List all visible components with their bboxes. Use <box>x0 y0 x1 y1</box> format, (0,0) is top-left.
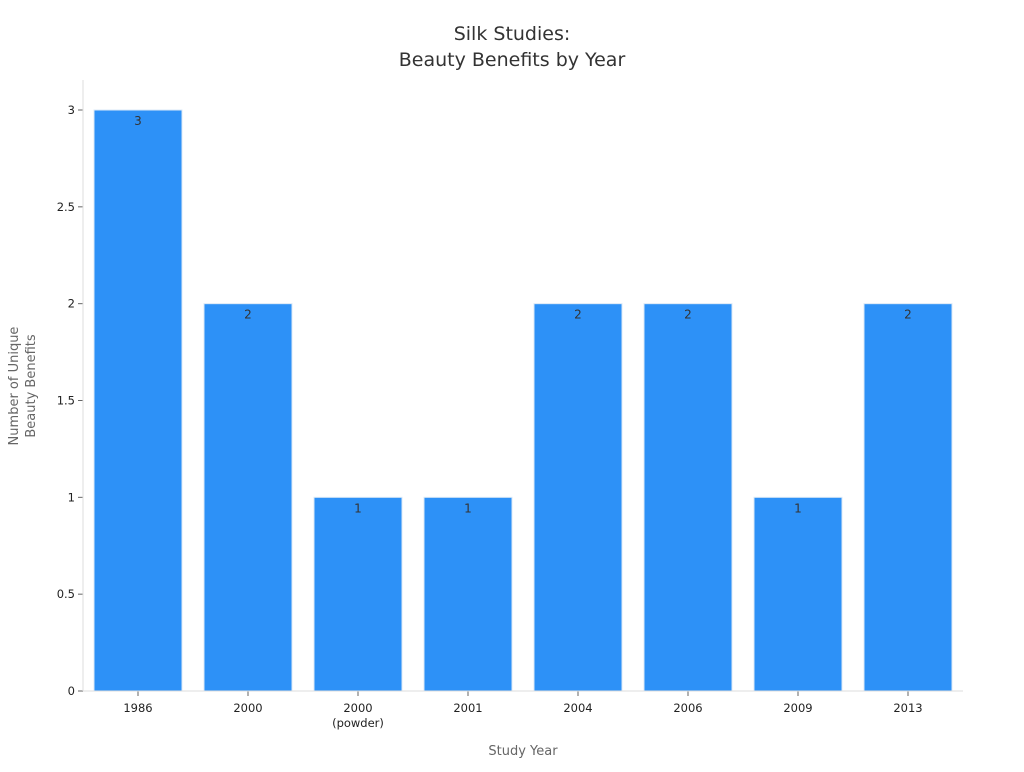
chart-title-line-2: Beauty Benefits by Year <box>399 49 626 71</box>
data-label: 2 <box>684 308 692 322</box>
bar <box>203 303 293 692</box>
y-axis-label: Number of Unique Beauty Benefits <box>7 327 39 446</box>
data-label: 3 <box>134 114 142 128</box>
x-tick-label: (powder) <box>332 716 384 730</box>
bar <box>313 496 403 692</box>
chart-title-line-1: Silk Studies: <box>454 23 571 45</box>
x-tick-label: 2013 <box>893 701 922 715</box>
data-label: 1 <box>354 501 362 515</box>
bar <box>863 303 953 692</box>
y-tick-label: 3 <box>68 103 75 117</box>
y-tick-label: 0.5 <box>57 587 75 601</box>
y-tick-label: 0 <box>68 684 75 698</box>
x-tick-label: 1986 <box>123 701 152 715</box>
y-axis-label-line-1: Number of Unique <box>7 327 22 446</box>
bar <box>93 109 183 692</box>
x-tick-label: 2009 <box>783 701 812 715</box>
data-label: 2 <box>244 308 252 322</box>
y-tick-label: 2.5 <box>57 200 75 214</box>
bar <box>533 303 623 692</box>
x-tick-label: 2004 <box>563 701 592 715</box>
y-tick-label: 1 <box>68 490 75 504</box>
y-axis-label-line-2: Beauty Benefits <box>24 334 39 437</box>
bar <box>643 303 733 692</box>
data-label: 1 <box>464 501 472 515</box>
bar <box>423 496 513 692</box>
y-tick-label: 1.5 <box>57 394 75 408</box>
data-label: 2 <box>904 308 912 322</box>
x-tick-label: 2000 <box>343 701 372 715</box>
x-tick-label: 2000 <box>233 701 262 715</box>
x-tick-label: 2006 <box>673 701 702 715</box>
data-label: 2 <box>574 308 582 322</box>
data-label: 1 <box>794 501 802 515</box>
x-tick-label: 2001 <box>453 701 482 715</box>
bar <box>753 496 843 692</box>
y-tick-label: 2 <box>68 297 75 311</box>
plot-area: 319862200012000(powder)12001220042200612… <box>57 80 963 730</box>
x-axis-label: Study Year <box>488 744 558 759</box>
